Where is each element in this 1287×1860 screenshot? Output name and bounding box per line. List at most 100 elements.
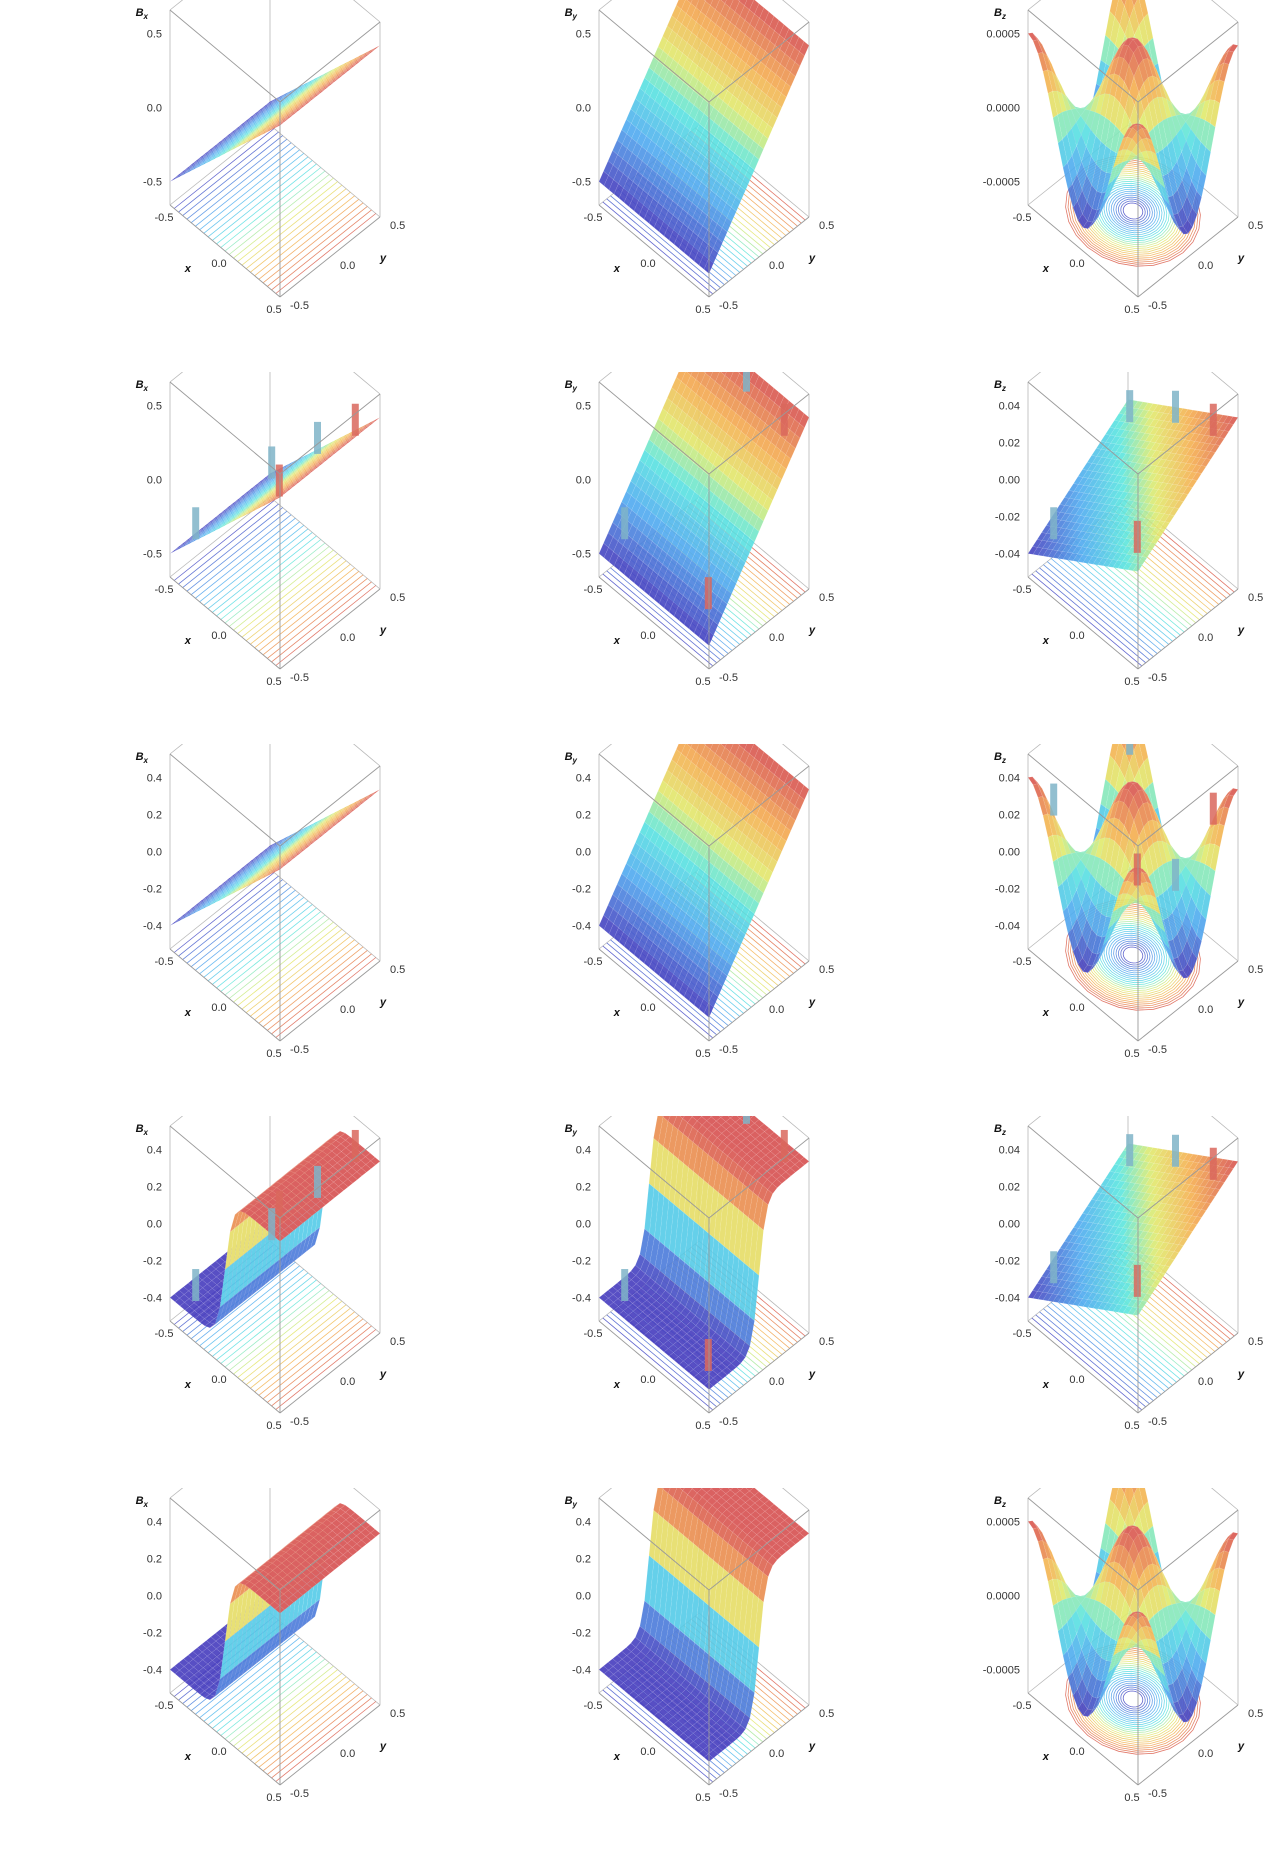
x-tick-label: 0.0 (211, 258, 226, 270)
contour-line (220, 167, 322, 248)
x-tick-label: 0.5 (1124, 304, 1139, 316)
y-tick-label: 0.0 (769, 632, 784, 644)
contour-line (216, 163, 317, 245)
z-axis-label-main: B (994, 751, 1002, 763)
y-axis-label: y (379, 624, 387, 636)
surface-patch (740, 547, 751, 563)
contour-line (267, 206, 368, 287)
contour-line (610, 939, 721, 1033)
singular-spike (1050, 507, 1058, 540)
surface-patch (1191, 190, 1202, 215)
surface-patch (781, 826, 791, 842)
surface-patch (737, 744, 741, 746)
surface-patch (690, 372, 700, 380)
contour-line (250, 935, 351, 1017)
contour-line (207, 900, 309, 982)
surface-patch (370, 789, 381, 796)
box-edge (1027, 372, 1042, 383)
surface-patch (753, 516, 764, 532)
surface (169, 45, 381, 182)
surface-patch (772, 475, 782, 491)
surface-plot-r3c3: -0.04 -0.02 0.00 0.02 0.04 Bz -0.5 0.0 0.5 x -0.5 0… (858, 744, 1287, 1116)
y-tick-label: -0.5 (1148, 672, 1167, 684)
surface-patch (720, 744, 727, 748)
surface-plot-r3c2: -0.4 -0.2 0.0 0.2 0.4 By -0.5 0.0 0.5 x -0.5 0.0 0.5… (429, 744, 858, 1116)
box-edge (598, 9, 710, 103)
y-tick-label: 0.0 (1198, 632, 1213, 644)
surface-patch (1223, 423, 1234, 432)
surface-patch (794, 51, 805, 67)
contour-line (250, 563, 351, 645)
surface-patch (686, 372, 693, 376)
z-tick-label: 0.0 (147, 847, 162, 859)
singular-spike (314, 421, 321, 454)
x-tick-label: -0.5 (584, 584, 603, 596)
singular-spike (704, 577, 712, 610)
x-axis-label: x (184, 635, 192, 647)
surface-patch (794, 423, 805, 439)
surface-patch (1182, 963, 1193, 978)
surface-patch (1121, 0, 1127, 7)
surface-patch (762, 123, 773, 140)
surface-patch (799, 40, 810, 57)
box-edge (782, 744, 810, 767)
contour-line (602, 573, 714, 667)
box-edge (169, 576, 281, 670)
z-tick-label: 0.0 (147, 475, 162, 487)
surface-patch (1196, 465, 1207, 474)
contour-line (1122, 202, 1144, 220)
z-tick-label: 0.4 (576, 772, 591, 784)
contour-line (1113, 194, 1153, 228)
contour-line (245, 188, 347, 270)
box-edge (169, 744, 184, 755)
contour-line (271, 209, 372, 291)
contour-line (178, 503, 279, 585)
z-axis-label-sub: x (143, 12, 149, 21)
surface-patch (1196, 169, 1207, 198)
surface-patch (1178, 493, 1189, 502)
surface-patch (781, 82, 791, 98)
box-edge (169, 1116, 184, 1127)
surface-patch (1205, 123, 1216, 153)
surface-patch (1121, 744, 1127, 751)
surface-patch (722, 961, 732, 977)
y-tick-label: 0.5 (390, 964, 405, 976)
contour-line (1113, 938, 1153, 972)
x-axis-label: x (613, 1007, 621, 1019)
contour-line (1103, 930, 1163, 980)
contour-line (1105, 188, 1161, 234)
surface-plot-svg: -0.50.00.5By-0.50.00.5x-0.50.00.5y (565, 0, 834, 316)
contour-line (207, 528, 309, 610)
box-edge (353, 372, 381, 395)
z-tick-label: 0.5 (576, 400, 591, 412)
y-tick-label: 0.5 (819, 964, 834, 976)
surface-patch (1223, 794, 1234, 809)
surface (598, 0, 810, 274)
surface-patch (726, 206, 737, 222)
surface-patch (744, 165, 755, 181)
singular-spike (1050, 783, 1058, 816)
contour-line (212, 1276, 313, 1357)
surface-patch (1200, 458, 1211, 467)
surface-patch (1173, 500, 1184, 509)
surface-patch (724, 744, 734, 752)
singular-spike (743, 372, 750, 392)
contour-line (212, 904, 313, 985)
x-tick-label: 0.0 (1069, 1002, 1084, 1014)
contour-line (186, 882, 288, 964)
surface-plot-svg: -0.50.00.5Bx-0.50.00.5x-0.50.00.5y (136, 372, 405, 688)
surface-patch (705, 0, 713, 6)
contour-line (224, 170, 326, 252)
z-tick-label: -0.04 (995, 921, 1020, 933)
surface-plot-r1c1: -0.5 0.0 0.5 Bx -0.5 0.0 0.5 x -0.5 0.0 0.5 y (0, 0, 429, 372)
surface-patch (749, 155, 760, 171)
surface-patch (703, 372, 707, 374)
box-edge (169, 0, 184, 11)
surface-patch (686, 744, 693, 748)
z-tick-label: 0.4 (147, 772, 162, 784)
surface-patch (365, 1160, 376, 1169)
surface-patch (703, 744, 707, 746)
y-tick-label: -0.5 (719, 672, 738, 684)
surface-patch (726, 950, 737, 966)
z-axis-label-sub: y (572, 12, 578, 21)
